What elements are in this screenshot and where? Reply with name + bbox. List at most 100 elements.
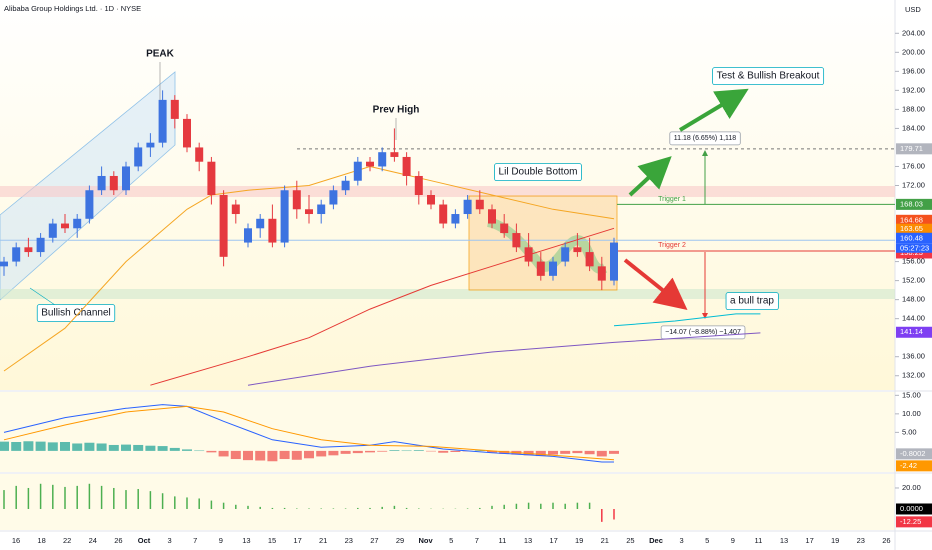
price-tag-label: 0.0000 [900,504,923,513]
candle-body [549,261,557,276]
y-tick-label: 20.00 [902,483,921,492]
x-tick-label: 9 [219,536,223,545]
candle-body [451,214,460,224]
x-tick-label: 29 [396,536,404,545]
histogram-bar [35,441,46,451]
candle-body [439,204,448,224]
x-tick-label: 21 [601,536,609,545]
moving-average [613,313,761,327]
histogram-bar [206,450,217,453]
histogram-bar [11,442,22,451]
histogram-bar [243,450,253,461]
candle-body [85,190,94,219]
annotation: PEAK [146,49,175,60]
x-tick-label: 11 [755,536,763,545]
y-tick-label: 15.00 [902,390,921,399]
price-tag [896,223,932,235]
histogram-bar [499,450,510,454]
histogram-bar [60,442,70,451]
x-tick-label: 24 [89,536,97,545]
trigger-label: Trigger 2 [658,242,686,249]
price-tag [896,247,932,259]
annotation: a bull trap [730,296,774,307]
y-tick-label: 204.00 [902,28,925,37]
candle-body [366,161,374,167]
x-tick-label: 15 [268,536,276,545]
histogram-bar [194,450,205,452]
y-tick-label: 188.00 [902,104,925,113]
candle-body [463,199,472,215]
candle-body [390,152,399,157]
y-tick-label: 136.00 [902,352,925,361]
y-tick-label: 132.00 [902,371,925,380]
histogram-bar [609,450,619,454]
price-tag-label: -12.25 [900,517,921,526]
histogram-bar [572,450,583,454]
price-tag [896,143,932,155]
x-tick-label: 17 [293,536,301,545]
candle-body [195,147,204,162]
price-tag [896,460,932,472]
histogram-bar [133,444,144,451]
x-tick-label: 17 [549,536,557,545]
x-tick-label: 3 [680,536,684,545]
candle-body [24,247,33,253]
histogram-bar [255,450,266,461]
histogram-bar [401,450,412,452]
candle-body [317,204,326,215]
histogram-bar [23,441,34,451]
y-tick-label: 156.00 [902,257,925,266]
histogram-bar [84,442,95,451]
x-tick-label: 19 [575,536,583,545]
candle-body [268,218,277,243]
y-tick-label: 172.00 [902,180,925,189]
histogram-bar [267,450,278,462]
histogram-bar [182,449,192,451]
annotation-box [669,131,741,146]
histogram-bar [389,450,400,451]
y-tick-label: 192.00 [902,85,925,94]
support-zone [0,289,895,299]
annotation-box [712,67,825,86]
histogram-bar [365,450,375,453]
currency: USD [905,5,921,14]
arrow [623,258,688,310]
annotation-box [494,163,582,182]
x-tick-label: 19 [831,536,839,545]
resistance-zone [0,186,895,197]
x-tick-label: 7 [475,536,479,545]
candle-body [305,209,313,215]
histogram-bar [279,450,290,460]
candle-body [97,175,106,191]
histogram-bar [72,443,83,451]
x-tick-label: 9 [731,536,735,545]
candle-body [610,242,618,281]
histogram-bar [340,450,351,454]
x-tick-label: 23 [345,536,353,545]
histogram-bar [560,450,571,454]
histogram-bar [96,443,107,451]
y-tick-label: 10.00 [902,409,921,418]
arrow [628,156,672,197]
y-tick-label: 176.00 [902,161,925,170]
candle-body [134,147,143,167]
signal-line [3,405,615,461]
candle-body [231,204,240,215]
candle-body [183,118,191,148]
annotations: PEAK Prev High Lil Double Bottom Test & … [36,49,825,340]
histogram-bar [474,450,485,452]
price-tag-label: 163.65 [900,224,923,233]
price-tag [896,503,932,515]
price-tag-label: -0.8002 [900,449,925,458]
histogram-bar [328,450,339,456]
candle-body [48,223,57,238]
x-tick-label: 25 [626,536,634,545]
candle-body [0,261,8,267]
histogram-bar [291,450,302,460]
x-tick-label: 26 [882,536,890,545]
histogram-bar [0,441,9,451]
measure-label: 11.18 (6.65%) 1,118 [674,135,737,142]
title: Alibaba Group Holdings Ltd. · 1D · NYSE [4,4,141,13]
candle-body [219,195,228,257]
candle-body [536,261,545,276]
